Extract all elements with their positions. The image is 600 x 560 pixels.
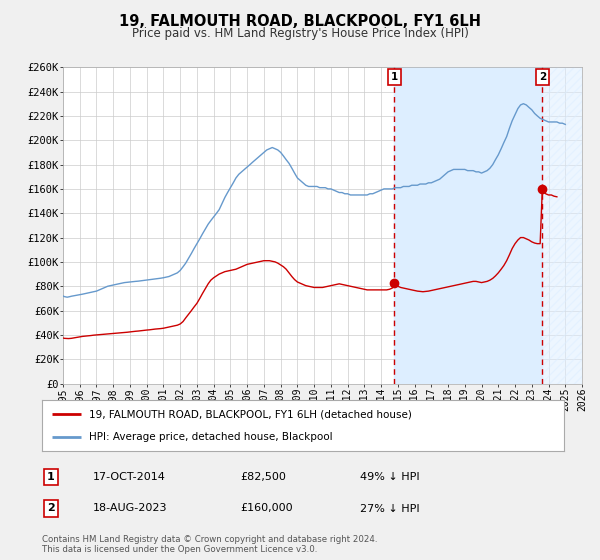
Text: 1: 1 [47, 472, 55, 482]
Text: 17-OCT-2014: 17-OCT-2014 [93, 472, 166, 482]
Text: £160,000: £160,000 [240, 503, 293, 514]
Text: Contains HM Land Registry data © Crown copyright and database right 2024.: Contains HM Land Registry data © Crown c… [42, 535, 377, 544]
Text: 49% ↓ HPI: 49% ↓ HPI [360, 472, 419, 482]
Text: 19, FALMOUTH ROAD, BLACKPOOL, FY1 6LH: 19, FALMOUTH ROAD, BLACKPOOL, FY1 6LH [119, 14, 481, 29]
Bar [542, 67, 582, 384]
Text: 19, FALMOUTH ROAD, BLACKPOOL, FY1 6LH (detached house): 19, FALMOUTH ROAD, BLACKPOOL, FY1 6LH (d… [89, 409, 412, 419]
Text: 2: 2 [539, 72, 546, 82]
Text: 2: 2 [47, 503, 55, 514]
Text: HPI: Average price, detached house, Blackpool: HPI: Average price, detached house, Blac… [89, 432, 332, 442]
Text: 27% ↓ HPI: 27% ↓ HPI [360, 503, 419, 514]
Text: £82,500: £82,500 [240, 472, 286, 482]
Bar [394, 67, 542, 384]
Text: 18-AUG-2023: 18-AUG-2023 [93, 503, 167, 514]
Text: 1: 1 [391, 72, 398, 82]
Text: Price paid vs. HM Land Registry's House Price Index (HPI): Price paid vs. HM Land Registry's House … [131, 27, 469, 40]
Text: This data is licensed under the Open Government Licence v3.0.: This data is licensed under the Open Gov… [42, 545, 317, 554]
